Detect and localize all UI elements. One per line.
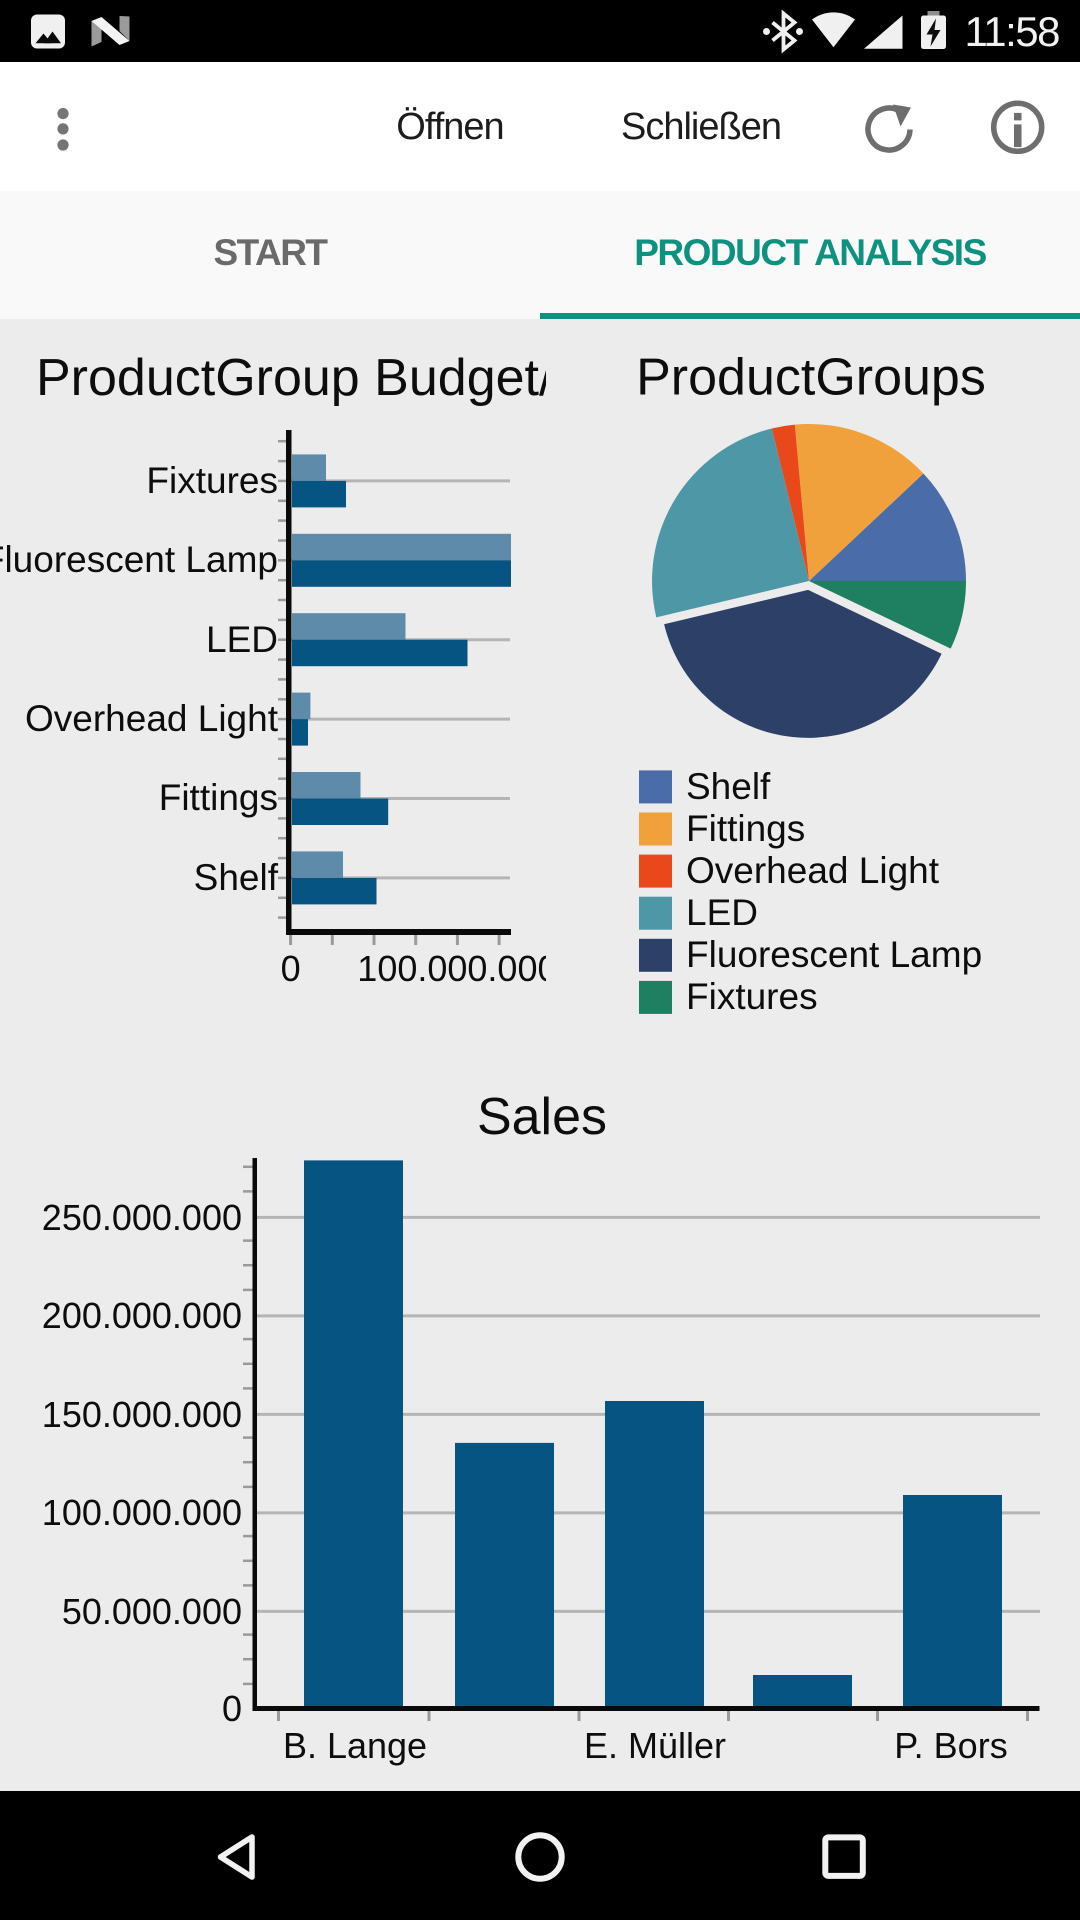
svg-text:Fittings: Fittings: [686, 808, 805, 849]
svg-text:B. Lange: B. Lange: [283, 1725, 427, 1766]
svg-text:150.000.000: 150.000.000: [42, 1394, 242, 1435]
svg-text:Fittings: Fittings: [159, 777, 278, 818]
svg-text:250.000.000: 250.000.000: [42, 1197, 242, 1238]
svg-text:E. Müller: E. Müller: [584, 1725, 726, 1766]
svg-text:Fluorescent Lamp: Fluorescent Lamp: [0, 539, 278, 580]
svg-text:Shelf: Shelf: [686, 766, 771, 807]
svg-text:LED: LED: [206, 619, 278, 660]
svg-text:0: 0: [281, 948, 301, 989]
svg-text:Shelf: Shelf: [194, 857, 279, 898]
svg-text:100.000.000: 100.000.000: [42, 1492, 242, 1533]
svg-text:200.000.000: 200.000.000: [42, 1295, 242, 1336]
svg-text:Fixtures: Fixtures: [686, 976, 818, 1017]
svg-text:LED: LED: [686, 892, 758, 933]
svg-text:ProductGroups: ProductGroups: [636, 349, 986, 407]
svg-text:Fixtures: Fixtures: [146, 460, 278, 501]
svg-text:Fluorescent Lamp: Fluorescent Lamp: [686, 934, 982, 975]
svg-text:Overhead Light: Overhead Light: [686, 850, 940, 891]
svg-text:ProductGroup Budget/Actual: ProductGroup Budget/Actual: [36, 349, 546, 407]
svg-text:P. Bors: P. Bors: [894, 1725, 1007, 1766]
svg-text:0: 0: [222, 1688, 242, 1729]
svg-text:50.000.000: 50.000.000: [62, 1591, 242, 1632]
svg-text:11:58: 11:58: [965, 8, 1060, 55]
svg-text:Overhead Light: Overhead Light: [25, 698, 279, 739]
svg-text:Sales: Sales: [477, 1088, 607, 1146]
svg-text:100.000.000: 100.000.000: [357, 948, 546, 989]
